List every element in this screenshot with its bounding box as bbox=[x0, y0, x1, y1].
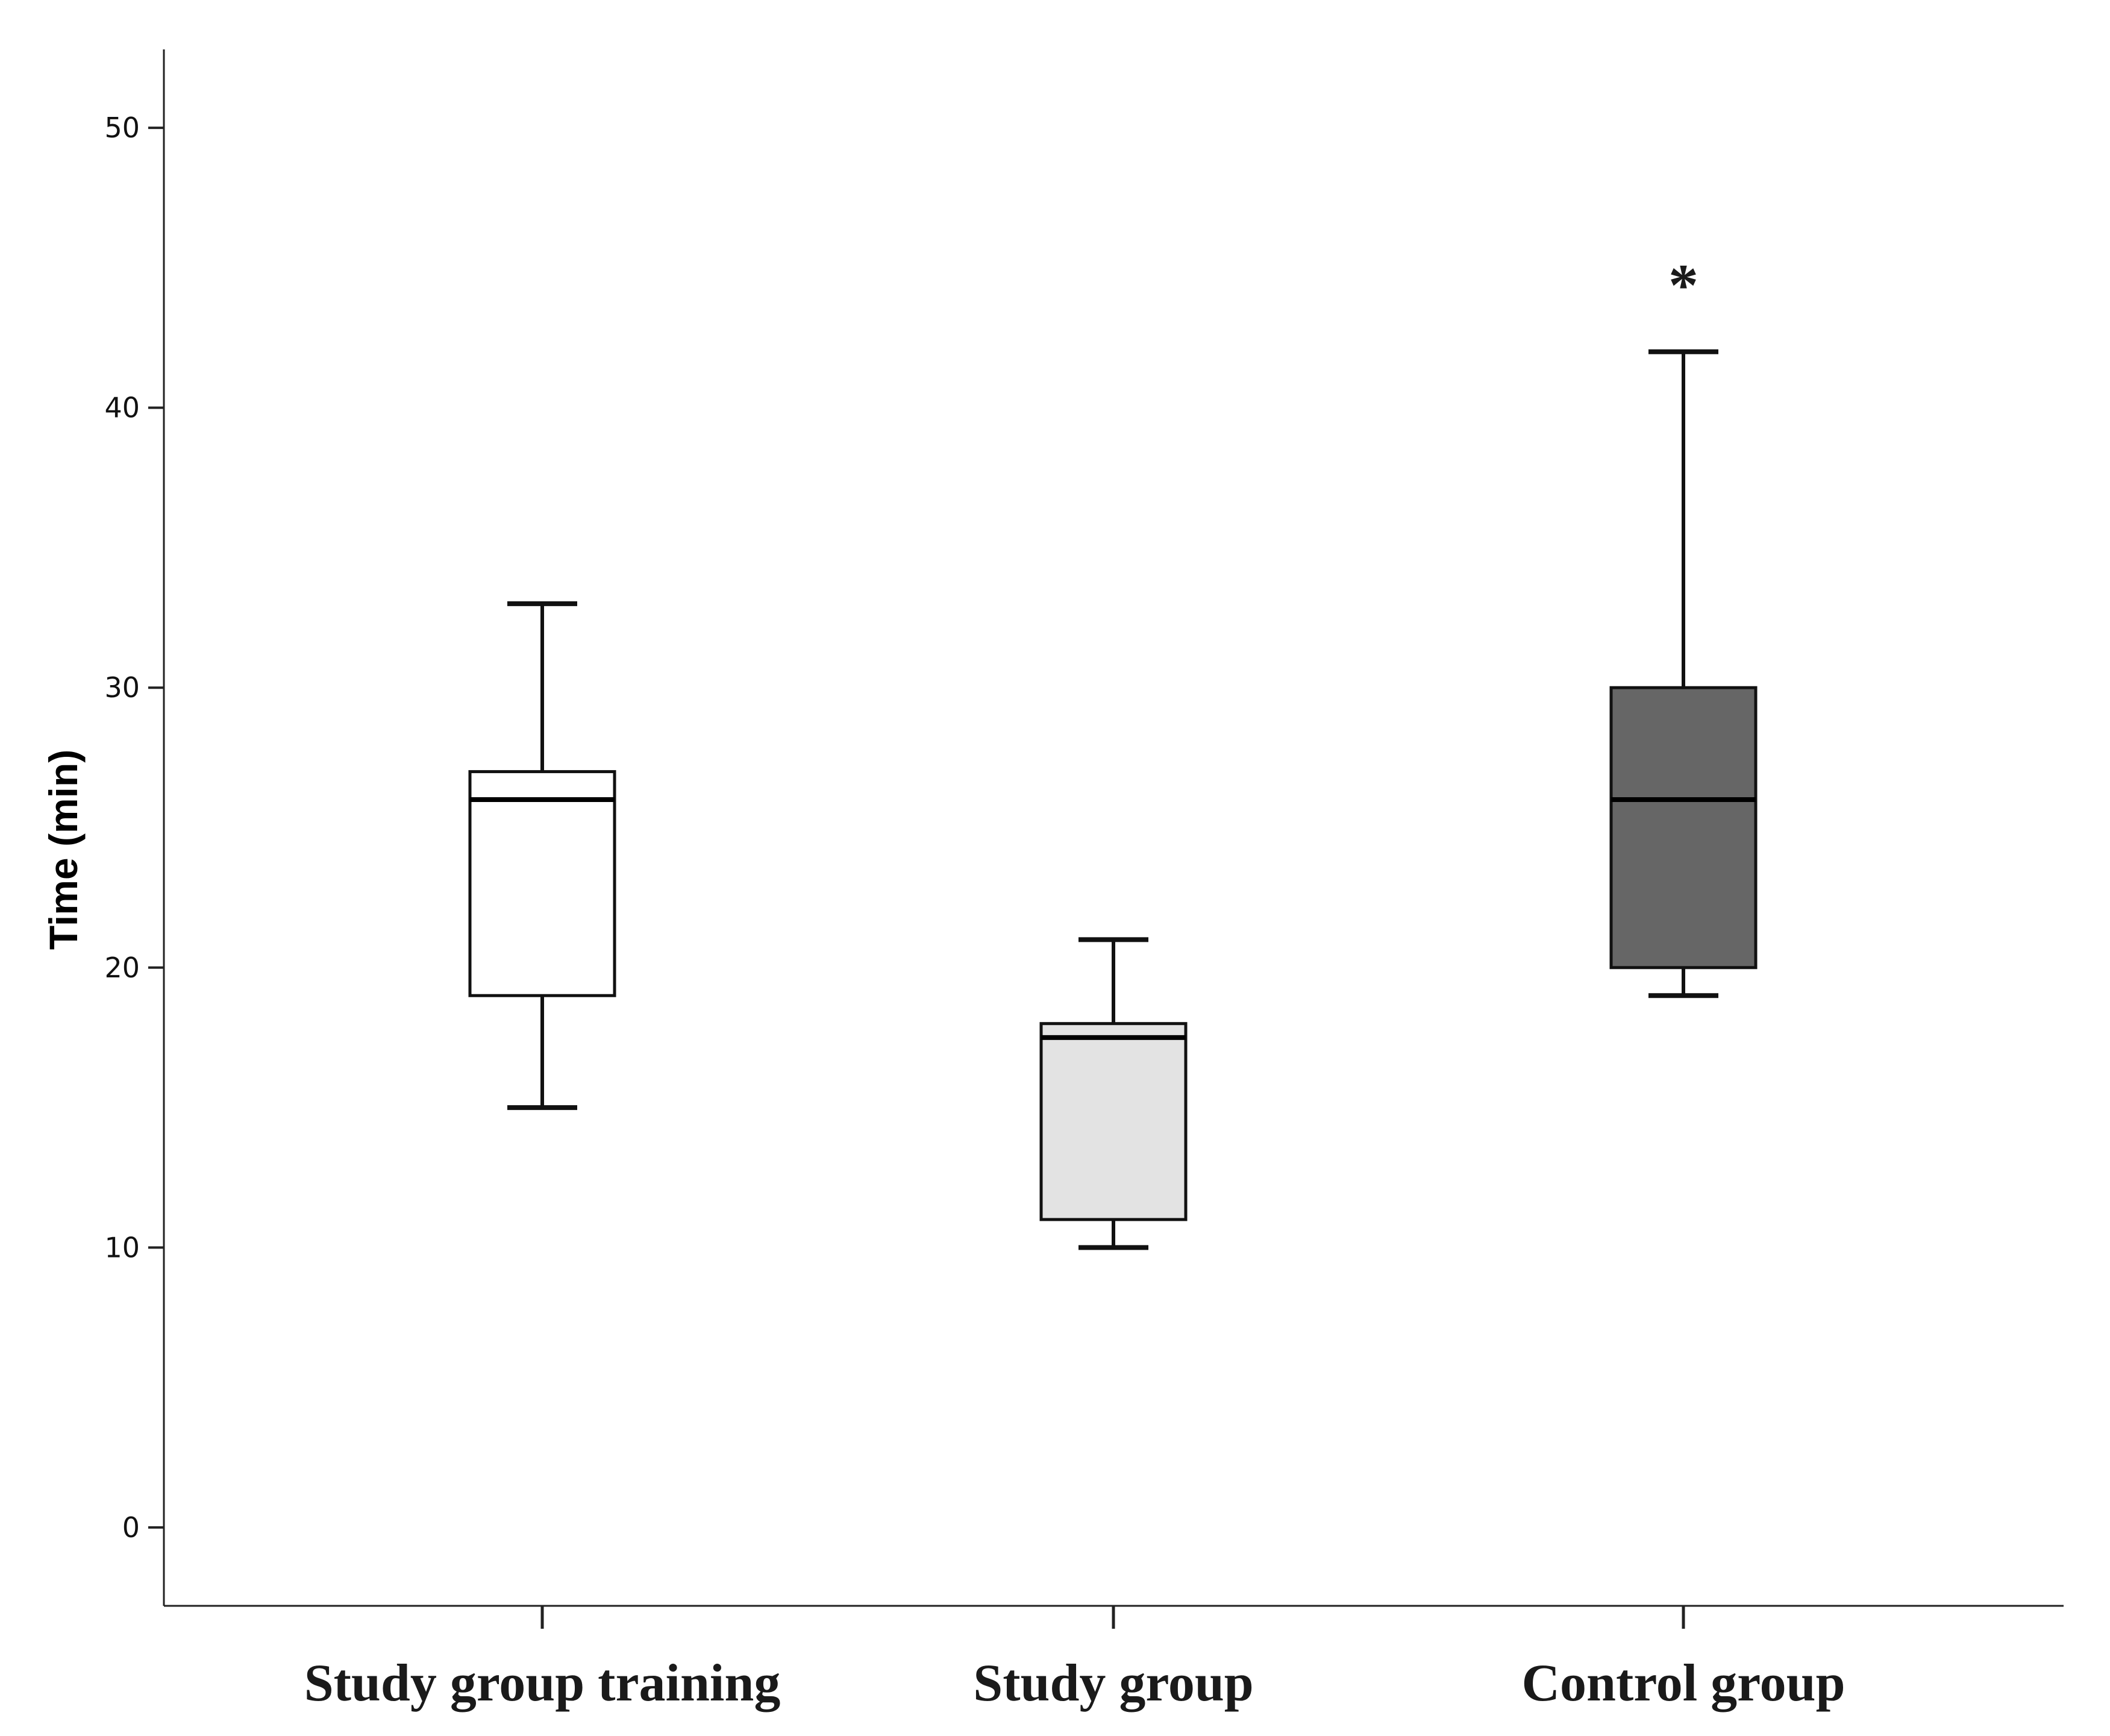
x-tick-label: Control group bbox=[1521, 1654, 1845, 1712]
y-tick-label: 0 bbox=[122, 1511, 140, 1544]
axes: 0 10 20 30 40 50 Study group training Study gro… bbox=[104, 49, 2064, 1712]
y-tick-label: 40 bbox=[104, 392, 140, 424]
box bbox=[1039, 1022, 1188, 1221]
y-tick-label: 50 bbox=[104, 111, 140, 144]
outlier-marker: * bbox=[1668, 251, 1698, 318]
y-axis-label: Time (min) bbox=[41, 750, 86, 950]
box bbox=[1609, 686, 1758, 970]
x-tick-label: Study group bbox=[973, 1654, 1253, 1712]
y-tick-label: 10 bbox=[104, 1231, 140, 1264]
box bbox=[468, 770, 616, 997]
x-tick-label: Study group training bbox=[304, 1654, 781, 1712]
y-tick-label: 20 bbox=[104, 951, 140, 984]
boxes-layer: * bbox=[468, 251, 1758, 1250]
y-tick-label: 30 bbox=[104, 671, 140, 704]
